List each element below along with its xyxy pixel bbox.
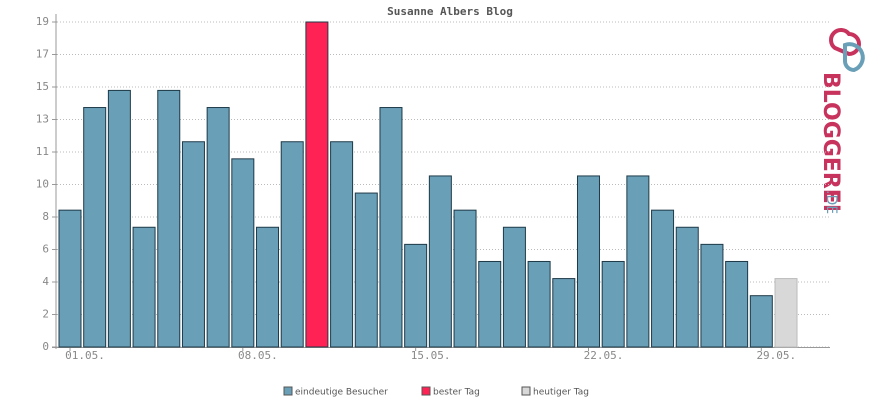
legend-label: eindeutige Besucher bbox=[295, 388, 388, 398]
bar bbox=[83, 107, 107, 348]
bar bbox=[354, 192, 378, 348]
y-tick-label: 4 bbox=[42, 275, 49, 288]
bar bbox=[58, 209, 82, 348]
bar bbox=[132, 226, 156, 348]
legend-swatch bbox=[421, 386, 431, 396]
bar bbox=[379, 107, 403, 348]
y-tick-label: 2 bbox=[42, 308, 49, 321]
bar bbox=[256, 226, 280, 348]
bar bbox=[651, 209, 675, 348]
x-tick-label: 29.05. bbox=[756, 349, 796, 362]
x-tick-label: 15.05. bbox=[411, 349, 451, 362]
legend-swatch bbox=[283, 386, 293, 396]
y-tick-label: 11 bbox=[36, 145, 49, 158]
bar bbox=[502, 226, 526, 348]
y-tick-label: 17 bbox=[36, 48, 49, 61]
bar bbox=[206, 107, 230, 348]
y-tick-label: 6 bbox=[42, 243, 49, 256]
bar bbox=[576, 175, 600, 348]
y-tick-label: 10 bbox=[36, 178, 49, 191]
logo-icon bbox=[829, 28, 861, 57]
bar bbox=[157, 89, 181, 348]
bar bbox=[601, 260, 625, 348]
bar bbox=[330, 141, 354, 348]
x-tick-label: 01.05. bbox=[65, 349, 105, 362]
bar bbox=[453, 209, 477, 348]
bar bbox=[552, 278, 576, 348]
bar bbox=[280, 141, 304, 348]
chart-title: Susanne Albers Blog bbox=[387, 5, 513, 18]
bar bbox=[181, 141, 205, 348]
logo-domain: .DE bbox=[823, 190, 839, 214]
bar bbox=[478, 260, 502, 348]
legend-swatch bbox=[521, 386, 531, 396]
bar bbox=[700, 243, 724, 348]
bar bbox=[774, 278, 798, 348]
bar bbox=[725, 260, 749, 348]
logo-icon bbox=[843, 42, 865, 73]
bar bbox=[231, 158, 255, 348]
bar bbox=[404, 243, 428, 348]
bar bbox=[675, 226, 699, 348]
y-tick-label: 8 bbox=[42, 210, 49, 223]
bar bbox=[428, 175, 452, 348]
y-tick-label: 15 bbox=[36, 80, 49, 93]
bar bbox=[527, 260, 551, 348]
y-tick-label: 19 bbox=[36, 15, 49, 28]
legend-label: bester Tag bbox=[433, 388, 480, 398]
y-tick-label: 13 bbox=[36, 113, 49, 126]
bar bbox=[305, 21, 329, 348]
x-tick-label: 08.05. bbox=[238, 349, 278, 362]
legend-label: heutiger Tag bbox=[533, 388, 589, 398]
bar bbox=[626, 175, 650, 348]
bar bbox=[749, 295, 773, 348]
logo: BLOGGEREI .DE bbox=[818, 28, 865, 214]
x-tick-label: 22.05. bbox=[584, 349, 624, 362]
bar bbox=[107, 89, 131, 348]
y-tick-label: 0 bbox=[42, 340, 49, 353]
logo-text: BLOGGEREI bbox=[818, 72, 843, 212]
